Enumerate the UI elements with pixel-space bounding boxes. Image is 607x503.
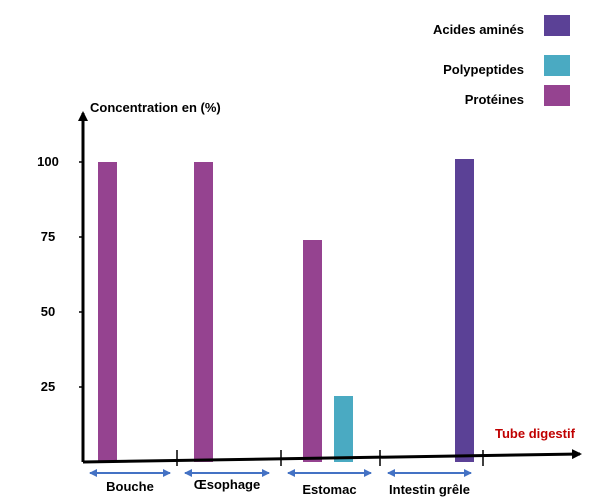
legend-swatch-polypeptides <box>544 55 570 76</box>
legend: Acides aminés Polypeptides Protéines <box>433 15 570 107</box>
x-category-label-intestin-grele: Intestin grêle <box>389 482 470 497</box>
legend-label-polypeptides: Polypeptides <box>443 62 524 77</box>
x-category-label-oesophage: Œsophage <box>194 477 260 492</box>
legend-swatch-acides-amines <box>544 15 570 36</box>
legend-swatch-proteines <box>544 85 570 106</box>
y-tick-label-75: 75 <box>41 229 55 244</box>
legend-label-proteines: Protéines <box>465 92 524 107</box>
bar-proteines-bouche <box>98 162 117 462</box>
category-separators <box>176 450 484 466</box>
bar-proteines-oesophage <box>194 162 213 462</box>
bar-proteines-estomac <box>303 240 322 462</box>
y-tick-label-50: 50 <box>41 304 55 319</box>
bar-acides-amines-intestin-grele <box>455 159 474 462</box>
x-axis-categories: Bouche Œsophage Estomac Intestin grêle <box>106 477 470 497</box>
y-axis-ticks: 25 50 75 100 <box>37 154 83 394</box>
y-tick-label-25: 25 <box>41 379 55 394</box>
bars <box>98 159 474 462</box>
x-axis <box>82 449 582 464</box>
y-axis-label: Concentration en (%) <box>90 100 221 115</box>
y-tick-label-100: 100 <box>37 154 59 169</box>
x-axis-label: Tube digestif <box>495 426 576 441</box>
bar-polypeptides-estomac <box>334 396 353 462</box>
x-category-label-estomac: Estomac <box>302 482 356 497</box>
legend-label-acides-amines: Acides aminés <box>433 22 524 37</box>
x-category-label-bouche: Bouche <box>106 479 154 494</box>
